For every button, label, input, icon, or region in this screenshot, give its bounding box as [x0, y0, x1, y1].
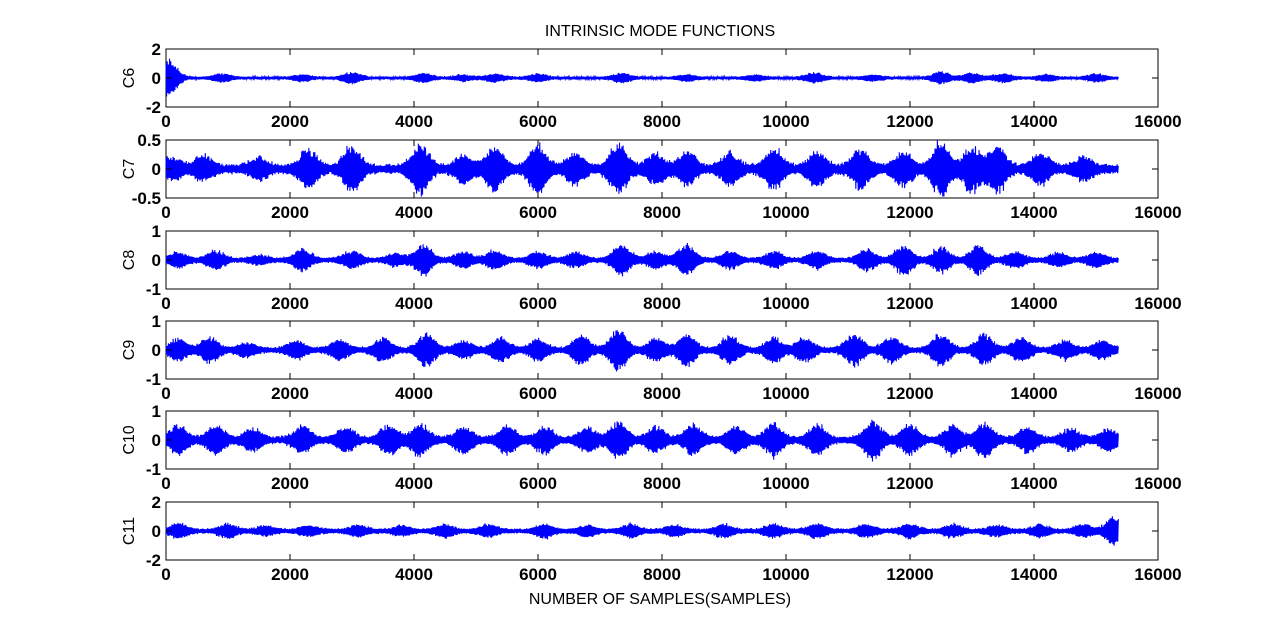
x-tick-label: 0: [161, 294, 170, 313]
x-tick-label: 16000: [1134, 565, 1181, 584]
y-tick-label: 1: [152, 312, 161, 331]
x-tick-label: 12000: [886, 203, 933, 222]
x-tick-label: 16000: [1134, 203, 1181, 222]
y-axis-label-c7: C7: [121, 159, 138, 180]
y-tick-label: 0: [152, 69, 161, 88]
x-tick-label: 6000: [519, 565, 557, 584]
x-tick-label: 10000: [762, 294, 809, 313]
x-tick-label: 6000: [519, 203, 557, 222]
signal-line-c8: [165, 242, 1119, 277]
x-tick-label: 2000: [271, 203, 309, 222]
x-tick-label: 4000: [395, 294, 433, 313]
x-tick-label: 12000: [886, 112, 933, 131]
x-tick-label: 14000: [1010, 112, 1057, 131]
x-tick-label: 4000: [395, 203, 433, 222]
x-tick-label: 2000: [271, 474, 309, 493]
x-tick-label: 4000: [395, 474, 433, 493]
subplot-c8: 10-10 2000 4000 6000 8000 10000 12000 14000 1600…: [121, 222, 1182, 313]
chart-title: INTRINSIC MODE FUNCTIONS: [545, 23, 775, 40]
x-tick-label: 10000: [762, 384, 809, 403]
y-tick-label: -2: [146, 98, 161, 117]
y-tick-label: 0: [152, 341, 161, 360]
signal-line-c7: [165, 140, 1119, 197]
signal-line-c9: [165, 330, 1119, 372]
y-tick-label: -2: [146, 551, 161, 570]
signal-line-c11: [165, 516, 1119, 546]
y-axis-label-c9: C9: [121, 340, 138, 361]
x-tick-label: 4000: [395, 565, 433, 584]
y-axis-label-c6: C6: [121, 68, 138, 89]
subplots-group: 20-20 2000 4000 6000 8000 10000 12000 14000 1600…: [121, 40, 1182, 584]
y-tick-label: 0: [152, 160, 161, 179]
y-tick-label: 1: [152, 222, 161, 241]
x-tick-label: 4000: [395, 112, 433, 131]
x-tick-label: 10000: [762, 474, 809, 493]
x-tick-label: 14000: [1010, 565, 1057, 584]
x-tick-label: 8000: [643, 294, 681, 313]
x-tick-label: 0: [161, 474, 170, 493]
x-tick-label: 2000: [271, 112, 309, 131]
x-tick-label: 12000: [886, 474, 933, 493]
x-tick-label: 12000: [886, 294, 933, 313]
y-tick-label: 1: [152, 402, 161, 421]
x-tick-label: 0: [161, 565, 170, 584]
x-tick-label: 16000: [1134, 112, 1181, 131]
x-tick-label: 14000: [1010, 294, 1057, 313]
x-tick-label: 6000: [519, 112, 557, 131]
x-tick-label: 16000: [1134, 474, 1181, 493]
x-tick-label: 0: [161, 203, 170, 222]
x-tick-label: 2000: [271, 565, 309, 584]
x-tick-label: 2000: [271, 294, 309, 313]
x-tick-label: 6000: [519, 384, 557, 403]
y-tick-label: 0: [152, 431, 161, 450]
y-tick-label: -1: [146, 370, 161, 389]
x-tick-label: 0: [161, 112, 170, 131]
x-axis-label: NUMBER OF SAMPLES(SAMPLES): [529, 591, 791, 608]
x-tick-label: 12000: [886, 384, 933, 403]
x-tick-label: 8000: [643, 565, 681, 584]
x-tick-label: 8000: [643, 384, 681, 403]
x-tick-label: 12000: [886, 565, 933, 584]
y-tick-label: -1: [146, 280, 161, 299]
x-tick-label: 16000: [1134, 384, 1181, 403]
y-tick-label: 2: [152, 40, 161, 59]
subplot-c9: 10-10 2000 4000 6000 8000 10000 12000 14000 1600…: [121, 312, 1182, 403]
x-tick-label: 2000: [271, 384, 309, 403]
x-tick-label: 16000: [1134, 294, 1181, 313]
y-axis-label-c11: C11: [121, 517, 138, 545]
x-tick-label: 8000: [643, 203, 681, 222]
x-tick-label: 6000: [519, 474, 557, 493]
x-tick-label: 14000: [1010, 384, 1057, 403]
subplot-c7: 0.50-0.50 2000 4000 6000 8000 10000 12000 14000…: [121, 131, 1182, 222]
y-axis-label-c10: C10: [121, 425, 138, 454]
subplot-c11: 20-20 2000 4000 6000 8000 10000 12000 14000 1600…: [121, 493, 1182, 584]
y-tick-label: -0.5: [132, 189, 161, 208]
x-tick-label: 14000: [1010, 203, 1057, 222]
x-tick-label: 0: [161, 384, 170, 403]
x-tick-label: 8000: [643, 474, 681, 493]
subplot-c10: 10-10 2000 4000 6000 8000 10000 12000 14000 1600…: [121, 402, 1182, 493]
signal-line-c6: [165, 58, 1119, 97]
y-axis-label-c8: C8: [121, 250, 138, 271]
x-tick-label: 14000: [1010, 474, 1057, 493]
x-tick-label: 6000: [519, 294, 557, 313]
y-tick-label: 2: [152, 493, 161, 512]
signal-line-c10: [165, 419, 1119, 462]
y-tick-label: 0: [152, 522, 161, 541]
x-tick-label: 8000: [643, 112, 681, 131]
x-tick-label: 10000: [762, 112, 809, 131]
subplot-c6: 20-20 2000 4000 6000 8000 10000 12000 14000 1600…: [121, 40, 1182, 131]
y-tick-label: 0: [152, 251, 161, 270]
y-tick-label: -1: [146, 460, 161, 479]
x-tick-label: 4000: [395, 384, 433, 403]
y-tick-label: 0.5: [137, 131, 161, 150]
x-tick-label: 10000: [762, 203, 809, 222]
x-tick-label: 10000: [762, 565, 809, 584]
